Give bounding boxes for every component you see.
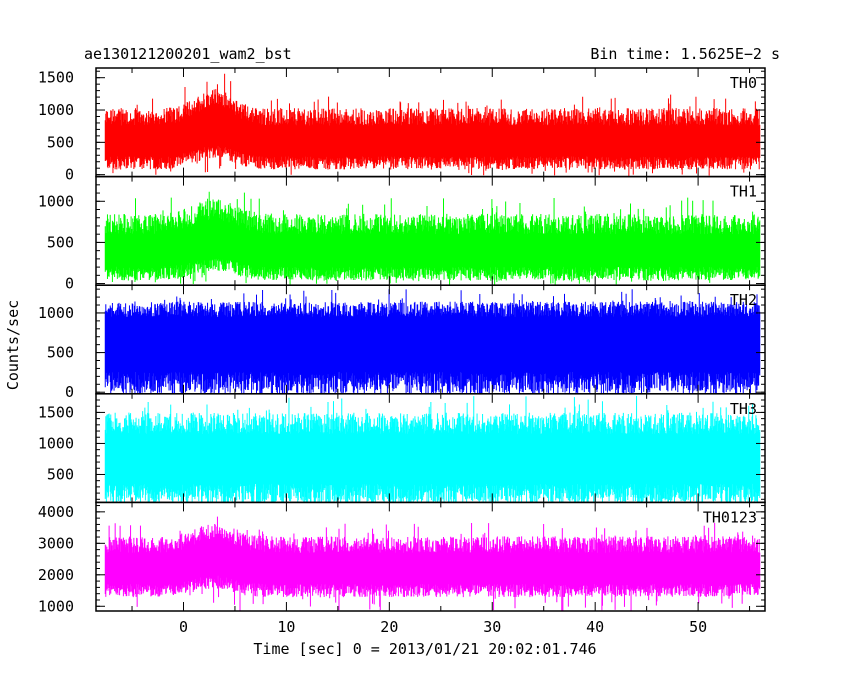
panel-name-label: TH1 [730, 183, 757, 201]
y-tick-label: 0 [65, 275, 74, 293]
y-tick-label: 2000 [38, 566, 74, 584]
y-tick-label: 1000 [38, 192, 74, 210]
panel-th0-trace [104, 73, 761, 177]
panel-th1-trace [104, 191, 761, 286]
panel-th2-trace [104, 289, 761, 394]
panel-name-label: TH3 [730, 400, 757, 418]
chart-title: ae130121200201_wam2_bst [84, 45, 292, 63]
y-tick-label: 1500 [38, 69, 74, 87]
x-tick-label: 40 [586, 618, 604, 636]
y-tick-label: 3000 [38, 534, 74, 552]
y-tick-label: 1000 [38, 304, 74, 322]
panel-th3-trace [104, 395, 761, 503]
panel-name-label: TH0123 [703, 508, 757, 526]
y-tick-label: 0 [65, 166, 74, 184]
x-tick-label: 0 [179, 618, 188, 636]
series-th0-line [104, 73, 761, 177]
bin-time-label: Bin time: 1.5625E−2 s [590, 45, 780, 63]
y-axis-label: Counts/sec [4, 300, 22, 390]
y-tick-label: 1000 [38, 597, 74, 615]
series-th0123-line [104, 516, 761, 611]
x-axis-label: Time [sec] 0 = 2013/01/21 20:02:01.746 [253, 640, 596, 658]
y-tick-label: 500 [47, 233, 74, 251]
y-tick-label: 0 [65, 383, 74, 401]
y-tick-label: 4000 [38, 503, 74, 521]
panel-th0123-frame [95, 501, 766, 612]
series-th3-line [104, 395, 761, 503]
y-tick-label: 500 [47, 465, 74, 483]
y-tick-label: 500 [47, 133, 74, 151]
y-tick-label: 1500 [38, 403, 74, 421]
panel-name-label: TH2 [730, 291, 757, 309]
x-tick-label: 50 [689, 618, 707, 636]
y-tick-label: 1000 [38, 101, 74, 119]
y-tick-label: 1000 [38, 434, 74, 452]
panel-th0123-trace [104, 516, 761, 611]
x-tick-label: 20 [380, 618, 398, 636]
x-tick-label: 10 [277, 618, 295, 636]
panel-name-label: TH0 [730, 74, 757, 92]
series-th2-line [104, 289, 761, 394]
y-tick-label: 500 [47, 344, 74, 362]
x-tick-label: 30 [483, 618, 501, 636]
series-th1-line [104, 191, 761, 286]
